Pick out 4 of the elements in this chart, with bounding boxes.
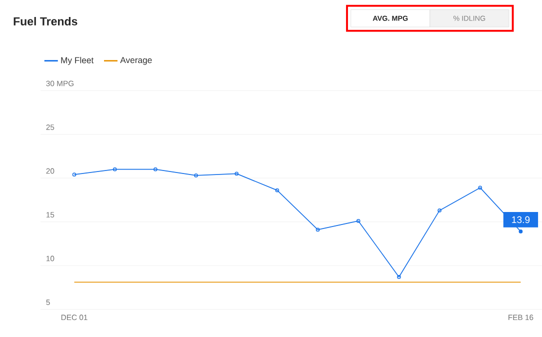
legend-label: Average (120, 56, 152, 65)
data-label: 13.9 (512, 216, 530, 223)
legend-label: My Fleet (61, 56, 94, 65)
chart-title: Fuel Trends (14, 16, 78, 26)
